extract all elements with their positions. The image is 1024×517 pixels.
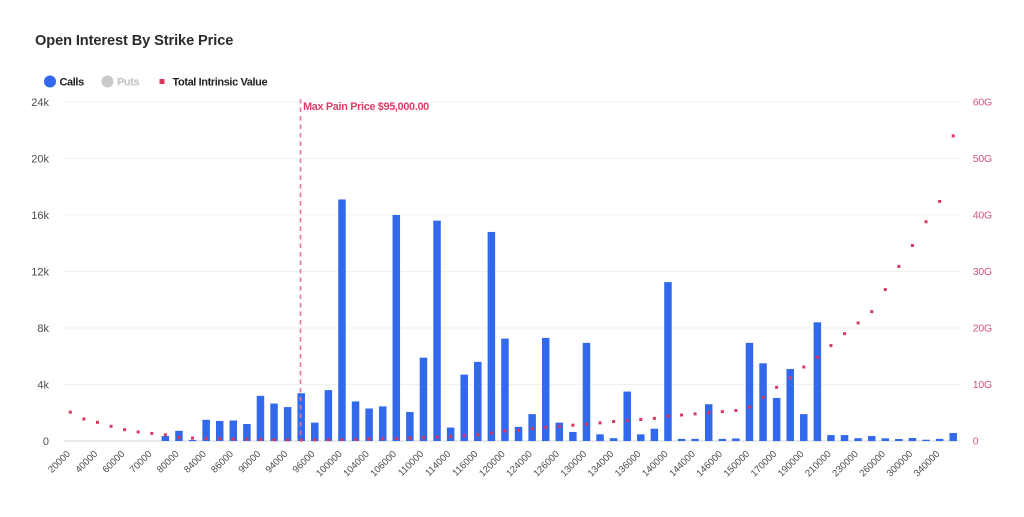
svg-text:30G: 30G: [973, 266, 992, 278]
svg-text:20G: 20G: [973, 323, 992, 335]
svg-text:10G: 10G: [973, 379, 992, 391]
svg-text:12k: 12k: [31, 266, 49, 278]
svg-text:8k: 8k: [37, 323, 49, 335]
svg-text:0: 0: [973, 436, 979, 448]
svg-text:0: 0: [43, 436, 49, 448]
svg-text:20k: 20k: [31, 153, 49, 165]
svg-text:Open Interest By Strike Price: Open Interest By Strike Price: [35, 33, 233, 49]
svg-text:Max Pain Price $95,000.00: Max Pain Price $95,000.00: [303, 101, 429, 113]
svg-text:40G: 40G: [973, 210, 992, 222]
svg-text:50G: 50G: [973, 153, 992, 165]
svg-text:60G: 60G: [973, 97, 992, 109]
svg-text:Calls: Calls: [60, 77, 85, 89]
svg-text:Puts: Puts: [117, 77, 140, 89]
svg-text:4k: 4k: [37, 379, 49, 391]
svg-text:Total Intrinsic Value: Total Intrinsic Value: [173, 77, 268, 89]
svg-text:16k: 16k: [31, 210, 49, 222]
svg-text:24k: 24k: [31, 97, 49, 109]
